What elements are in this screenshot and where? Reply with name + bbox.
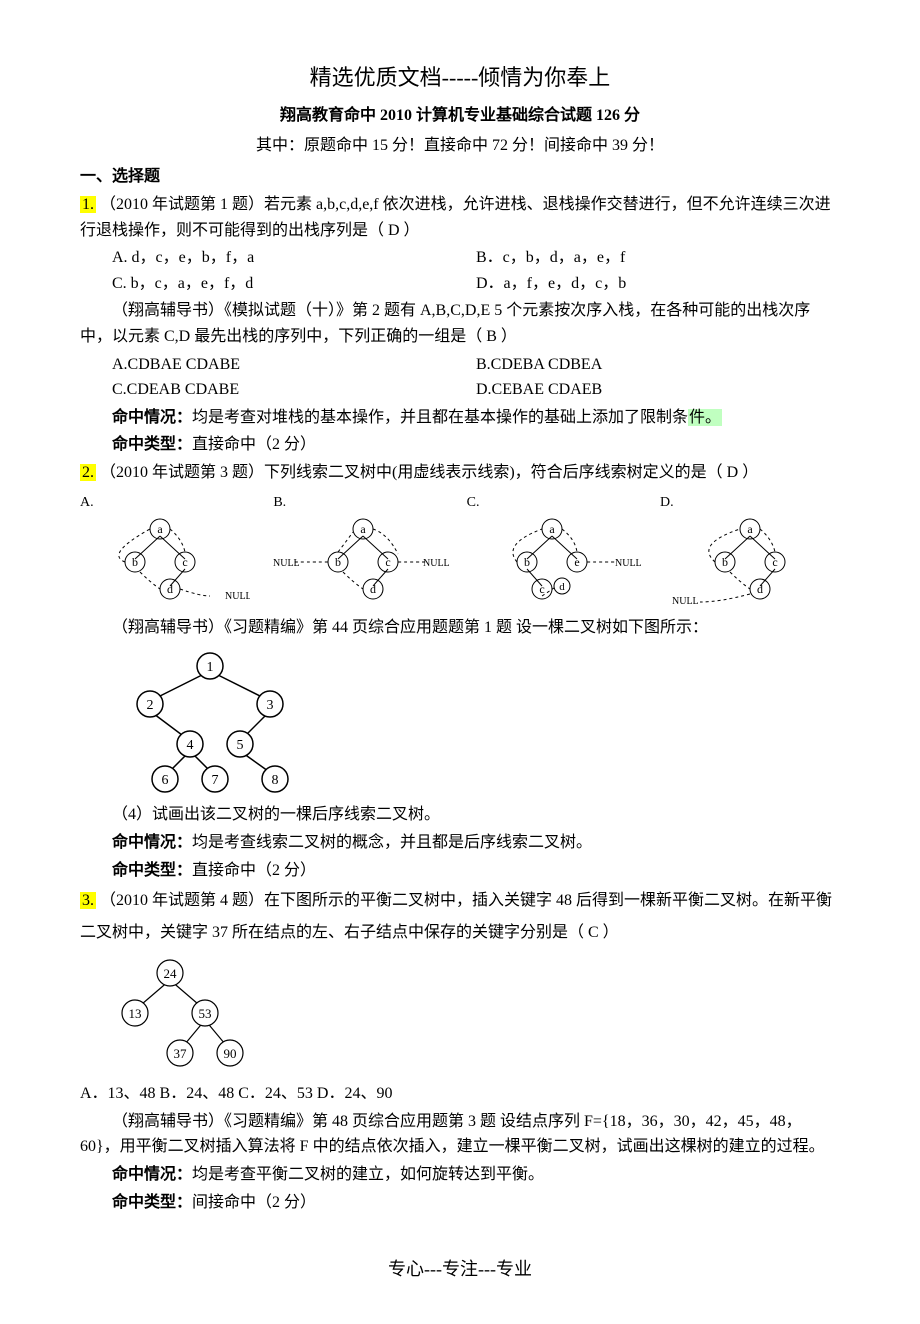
big-tree-figure: 1 2 3 4 5 6 7 8 (80, 646, 840, 796)
svg-text:d: d (757, 582, 763, 596)
svg-text:3: 3 (267, 698, 274, 713)
svg-text:NULL: NULL (672, 596, 699, 607)
svg-text:c: c (386, 555, 391, 569)
q3-ref: （翔高辅导书）《习题精编》第 48 页综合应用题第 3 题 设结点序列 F={1… (80, 1109, 840, 1160)
svg-text:NULL: NULL (273, 558, 300, 569)
svg-text:5: 5 (237, 738, 244, 753)
avl-tree-figure: 24 13 53 37 90 (80, 955, 840, 1075)
svg-text:b: b (524, 555, 530, 569)
doc-subtitle: 其中：原题命中 15 分！直接命中 72 分！间接命中 39 分！ (80, 133, 840, 159)
svg-text:b: b (335, 555, 341, 569)
svg-text:a: a (549, 522, 555, 536)
q1-ref: （翔高辅导书）《模拟试题（十）》第 2 题有 A,B,C,D,E 5 个元素按次… (80, 298, 840, 349)
q1-type-label: 命中类型： (112, 436, 192, 453)
tree-diagram-D: a b c d NULL (670, 514, 830, 609)
q3-text: （2010 年试题第 4 题）在下图所示的平衡二叉树中，插入关键字 48 后得到… (80, 892, 832, 941)
q2-optC-label: C. (467, 495, 480, 510)
q2-sub4: （4）试画出该二叉树的一棵后序线索二叉树。 (80, 802, 840, 828)
page-header: 精选优质文档-----倾情为你奉上 (80, 60, 840, 95)
svg-text:1: 1 (207, 660, 214, 675)
svg-text:4: 4 (187, 738, 194, 753)
q1-hit-text: 均是考查对堆栈的基本操作，并且都在基本操作的基础上添加了限制条 (192, 409, 688, 426)
q1-roptA: A.CDBAE CDABE (112, 352, 476, 378)
q2-optB-label: B. (273, 495, 286, 510)
tree-diagram-B: a b c d NULL NULL (273, 514, 453, 604)
q2-number: 2. (80, 464, 96, 481)
svg-text:c: c (772, 555, 777, 569)
q1-roptD: D.CEBAE CDAEB (476, 377, 840, 403)
svg-text:NULL: NULL (225, 591, 250, 602)
q1-type-text: 直接命中（2 分） (192, 436, 316, 453)
svg-text:c: c (182, 555, 187, 569)
svg-text:d: d (559, 581, 565, 593)
svg-text:d: d (370, 582, 376, 596)
section-heading: 一、选择题 (80, 164, 840, 190)
q1-number: 1. (80, 196, 96, 213)
svg-text:NULL: NULL (615, 558, 642, 569)
svg-text:NULL: NULL (423, 558, 450, 569)
q3-type-label: 命中类型： (112, 1194, 192, 1211)
q3-hit-label: 命中情况： (112, 1166, 192, 1183)
svg-text:53: 53 (199, 1006, 212, 1021)
q2-optD-label: D. (660, 495, 674, 510)
svg-text:a: a (361, 522, 367, 536)
q1-roptC: C.CDEAB CDABE (112, 377, 476, 403)
q3-number: 3. (80, 892, 96, 909)
svg-text:a: a (747, 522, 753, 536)
svg-text:90: 90 (224, 1046, 237, 1061)
svg-text:24: 24 (164, 966, 178, 981)
q1-hit-tail: 件。 (688, 409, 722, 426)
q1-optD: D．a，f，e，d，c，b (476, 271, 840, 297)
q2-optA-label: A. (80, 495, 94, 510)
q2-ref: （翔高辅导书）《习题精编》第 44 页综合应用题题第 1 题 设一棵二叉树如下图… (80, 615, 840, 641)
svg-text:a: a (157, 522, 163, 536)
q1-optC: C. b，c，a，e，f，d (112, 271, 476, 297)
svg-text:b: b (722, 555, 728, 569)
svg-text:d: d (167, 582, 173, 596)
q2-type-text: 直接命中（2 分） (192, 862, 316, 879)
tree-diagram-A: a b c d NULL (90, 514, 250, 604)
q3-hit-text: 均是考查平衡二叉树的建立，如何旋转达到平衡。 (192, 1166, 544, 1183)
svg-text:7: 7 (212, 773, 219, 788)
svg-text:6: 6 (162, 773, 169, 788)
svg-text:2: 2 (147, 698, 154, 713)
svg-text:c: c (539, 582, 544, 596)
svg-text:b: b (132, 555, 138, 569)
tree-diagram-C: a b e c d NULL (467, 514, 647, 609)
q1-text: （2010 年试题第 1 题）若元素 a,b,c,d,e,f 依次进栈，允许进栈… (80, 196, 831, 239)
q2-hit-label: 命中情况： (112, 834, 192, 851)
q2-options-figures: A. a b c d NULL (80, 492, 840, 609)
q1-roptB: B.CDEBA CDBEA (476, 352, 840, 378)
q2-hit-text: 均是考查线索二叉树的概念，并且都是后序线索二叉树。 (192, 834, 592, 851)
q1-optB: B．c，b，d，a，e，f (476, 245, 840, 271)
q1-hit-label: 命中情况： (112, 409, 192, 426)
svg-text:8: 8 (272, 773, 279, 788)
q3-type-text: 间接命中（2 分） (192, 1194, 316, 1211)
page-footer: 专心---专注---专业 (80, 1255, 840, 1284)
svg-text:13: 13 (129, 1006, 142, 1021)
q2-type-label: 命中类型： (112, 862, 192, 879)
svg-text:e: e (574, 555, 579, 569)
svg-text:37: 37 (174, 1046, 188, 1061)
q1-optA: A. d，c，e，b，f，a (112, 245, 476, 271)
doc-title: 翔高教育命中 2010 计算机专业基础综合试题 126 分 (80, 103, 840, 129)
q2-text: （2010 年试题第 3 题）下列线索二叉树中(用虚线表示线索)，符合后序线索树… (100, 464, 758, 481)
q3-options: A．13、48 B．24、48 C．24、53 D．24、90 (80, 1081, 840, 1107)
